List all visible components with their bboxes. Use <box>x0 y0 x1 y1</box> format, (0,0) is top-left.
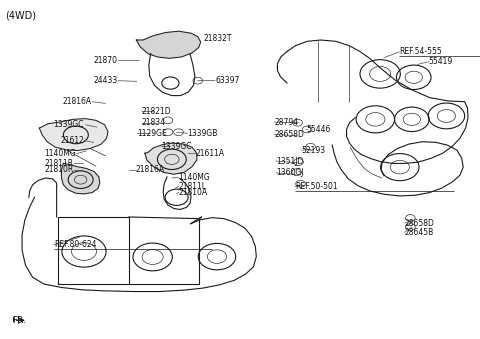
Text: 21816A: 21816A <box>136 165 165 174</box>
Text: 28658D: 28658D <box>405 219 434 227</box>
Text: 55446: 55446 <box>306 125 331 134</box>
Text: REF.50-501: REF.50-501 <box>295 182 338 191</box>
Text: 1339GC: 1339GC <box>161 142 192 151</box>
Text: 63397: 63397 <box>215 76 240 85</box>
Text: 21832T: 21832T <box>204 35 232 43</box>
Text: (4WD): (4WD) <box>5 10 36 20</box>
Polygon shape <box>145 143 197 174</box>
Text: REF.54-555: REF.54-555 <box>399 47 442 56</box>
Text: 28794: 28794 <box>275 118 299 126</box>
Text: 21611A: 21611A <box>196 149 225 158</box>
Text: 21811R: 21811R <box>44 159 73 168</box>
Text: 52193: 52193 <box>301 146 325 155</box>
Text: REF.80-624: REF.80-624 <box>54 240 96 249</box>
Text: 28658D: 28658D <box>275 130 304 139</box>
Text: 1351JD: 1351JD <box>276 157 303 165</box>
Polygon shape <box>39 119 108 151</box>
Polygon shape <box>61 163 100 194</box>
Text: 21810A: 21810A <box>179 188 208 197</box>
Text: 55419: 55419 <box>429 57 453 66</box>
Text: 21612: 21612 <box>60 136 84 145</box>
Text: 1140MG: 1140MG <box>44 149 76 158</box>
Text: 21834: 21834 <box>142 118 166 127</box>
Polygon shape <box>136 31 201 58</box>
Text: 1339GB: 1339GB <box>187 129 217 138</box>
Text: 21816A: 21816A <box>62 97 91 106</box>
Text: 28645B: 28645B <box>405 228 434 237</box>
Text: 21811L: 21811L <box>179 182 206 191</box>
Text: 1360GJ: 1360GJ <box>276 168 303 177</box>
Text: FR.: FR. <box>12 316 26 325</box>
Text: 1140MG: 1140MG <box>179 173 210 182</box>
Text: 21821D: 21821D <box>142 107 171 116</box>
Text: 21870: 21870 <box>94 56 118 65</box>
Text: 1129GE: 1129GE <box>137 129 167 138</box>
Text: 21810R: 21810R <box>44 165 73 174</box>
Text: 1339GC: 1339GC <box>53 120 84 129</box>
Text: 24433: 24433 <box>93 76 118 85</box>
